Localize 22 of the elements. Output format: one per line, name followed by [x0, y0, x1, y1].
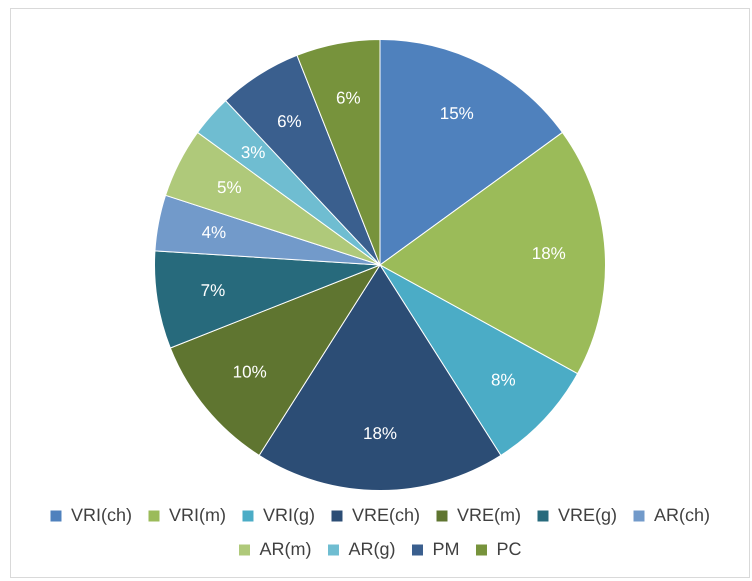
- legend-label: AR(ch): [654, 504, 710, 525]
- legend-label: AR(g): [348, 538, 396, 559]
- legend-label: VRE(ch): [352, 504, 420, 525]
- legend-label: PC: [496, 538, 522, 559]
- legend-label: VRE(g): [558, 504, 618, 525]
- legend-label: VRI(m): [169, 504, 226, 525]
- data-label: 15%: [440, 104, 474, 123]
- data-label: 7%: [200, 281, 226, 300]
- data-label: 5%: [217, 178, 242, 197]
- legend-label: VRE(m): [457, 504, 521, 525]
- data-label: 4%: [202, 222, 226, 242]
- data-label: 6%: [336, 88, 361, 108]
- data-label: 18%: [532, 244, 566, 264]
- legend-label: VRI(g): [262, 504, 315, 525]
- data-label: 18%: [362, 424, 398, 443]
- data-label: 10%: [232, 362, 267, 382]
- data-label: 8%: [491, 370, 516, 390]
- legend-label: AR(m): [260, 538, 312, 559]
- legend-label: PM: [432, 538, 460, 559]
- data-label: 6%: [277, 112, 302, 131]
- legend-label: VRI(ch): [70, 504, 132, 525]
- data-label: 3%: [240, 142, 266, 162]
